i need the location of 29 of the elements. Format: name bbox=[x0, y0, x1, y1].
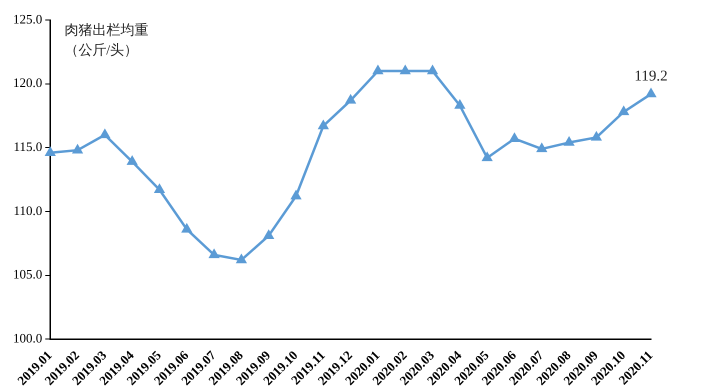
point bbox=[373, 66, 383, 74]
point bbox=[100, 130, 110, 138]
point bbox=[291, 190, 301, 200]
y-tick-label: 105.0 bbox=[13, 266, 42, 282]
point bbox=[482, 152, 492, 162]
point bbox=[428, 66, 438, 74]
point bbox=[346, 95, 356, 104]
y-tick-label: 115.0 bbox=[13, 139, 42, 154]
point bbox=[646, 88, 656, 98]
y-tick-label: 100.0 bbox=[13, 330, 42, 346]
point bbox=[72, 144, 82, 154]
y-axis-title: 肉猪出栏均重（公斤/头） bbox=[64, 22, 148, 59]
point bbox=[236, 254, 246, 264]
point bbox=[154, 184, 164, 194]
point bbox=[127, 156, 137, 165]
point bbox=[564, 137, 574, 146]
y-tick-label: 125.0 bbox=[13, 11, 42, 26]
point bbox=[400, 66, 410, 74]
point bbox=[318, 120, 328, 130]
point bbox=[455, 100, 465, 109]
y-tick-label: 110.0 bbox=[13, 202, 42, 218]
point bbox=[46, 147, 55, 156]
point bbox=[592, 132, 602, 141]
annotation: 119.2 bbox=[634, 68, 668, 84]
y-tick-label: 120.0 bbox=[13, 75, 42, 90]
point bbox=[209, 250, 219, 258]
point bbox=[510, 133, 520, 142]
point bbox=[264, 230, 274, 239]
point bbox=[618, 106, 628, 116]
